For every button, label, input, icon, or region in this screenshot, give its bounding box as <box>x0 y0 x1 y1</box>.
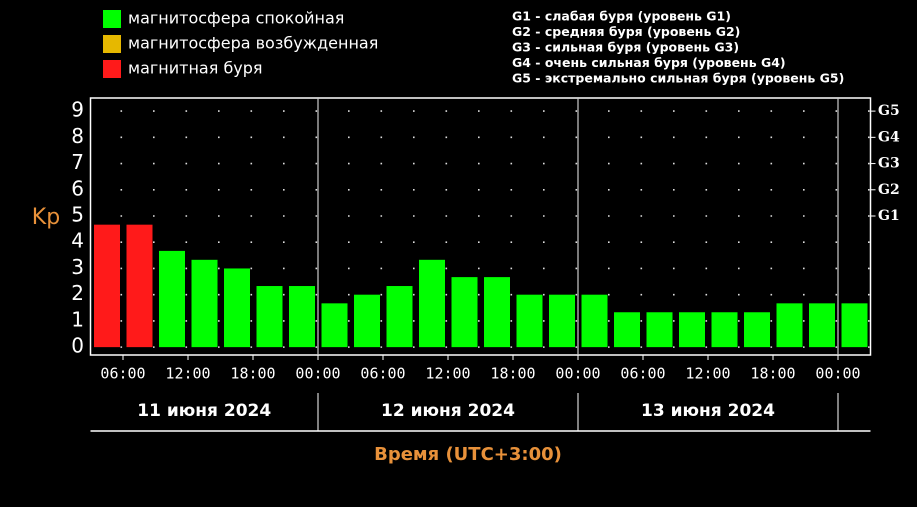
y-tick-label: 2 <box>71 281 84 305</box>
legend-label: магнитная буря <box>128 59 263 78</box>
x-tick-label: 06:00 <box>360 365 405 383</box>
storm-level: G1 - слабая буря (уровень G1) <box>512 9 731 24</box>
bar <box>191 259 218 348</box>
bar <box>386 286 413 348</box>
plot-frame <box>89 97 872 356</box>
bar <box>646 312 673 348</box>
x-tick-label: 12:00 <box>685 365 730 383</box>
x-tick-label: 18:00 <box>750 365 795 383</box>
y-tick-label: 3 <box>71 255 84 279</box>
x-tick-label: 06:00 <box>620 365 665 383</box>
bar <box>159 250 185 348</box>
legend-swatch <box>103 35 121 53</box>
y-tick-label: 7 <box>71 150 84 174</box>
bar <box>419 259 445 348</box>
storm-level: G5 - экстремально сильная буря (уровень … <box>512 71 844 86</box>
y2-tick-label: G4 <box>878 129 900 145</box>
y2-tick-label: G5 <box>878 103 900 119</box>
bar <box>289 286 315 348</box>
y2-tick-label: G1 <box>878 208 900 224</box>
x-axis-label: Время (UTC+3:00) <box>374 444 562 465</box>
bar <box>224 268 250 348</box>
bar <box>484 277 510 348</box>
bar <box>451 277 478 348</box>
bar <box>321 303 348 348</box>
x-tick-label: 00:00 <box>555 365 600 383</box>
legend-swatch <box>103 10 121 28</box>
bar <box>809 303 835 348</box>
day-label: 13 июня 2024 <box>641 401 775 421</box>
y-tick-label: 0 <box>71 334 84 358</box>
y2-tick-label: G2 <box>878 182 900 198</box>
day-label: 12 июня 2024 <box>381 401 515 421</box>
y-tick-label: 9 <box>71 98 84 122</box>
bar <box>549 294 575 348</box>
x-tick-label: 00:00 <box>815 365 860 383</box>
y-tick-label: 4 <box>71 229 84 253</box>
y-axis-label: Kp <box>32 205 60 230</box>
y-tick-label: 8 <box>71 124 84 148</box>
bar <box>516 294 543 348</box>
x-tick-label: 12:00 <box>165 365 210 383</box>
legend-label: магнитосфера возбужденная <box>128 34 378 53</box>
x-tick-label: 18:00 <box>490 365 535 383</box>
bar <box>841 303 868 348</box>
storm-level: G4 - очень сильная буря (уровень G4) <box>512 55 786 70</box>
x-tick-label: 18:00 <box>230 365 275 383</box>
bar <box>94 224 120 348</box>
bar <box>126 224 153 348</box>
storm-level: G2 - средняя буря (уровень G2) <box>512 24 740 39</box>
bar <box>776 303 803 348</box>
y2-tick-label: G3 <box>878 156 900 172</box>
legend-swatch <box>103 60 121 78</box>
y-tick-label: 6 <box>71 176 84 200</box>
bar <box>614 312 640 348</box>
y-tick-label: 5 <box>71 203 84 227</box>
day-label: 11 июня 2024 <box>137 401 271 421</box>
bar <box>581 294 608 348</box>
storm-level: G3 - сильная буря (уровень G3) <box>512 40 739 55</box>
bar <box>711 312 738 348</box>
y-tick-label: 1 <box>71 307 84 331</box>
legend-label: магнитосфера спокойная <box>128 9 344 28</box>
bar <box>744 312 770 348</box>
bar <box>256 286 283 348</box>
x-tick-label: 06:00 <box>100 365 145 383</box>
bar <box>679 312 705 348</box>
x-tick-label: 12:00 <box>425 365 470 383</box>
x-tick-label: 00:00 <box>295 365 340 383</box>
bar <box>354 294 380 348</box>
